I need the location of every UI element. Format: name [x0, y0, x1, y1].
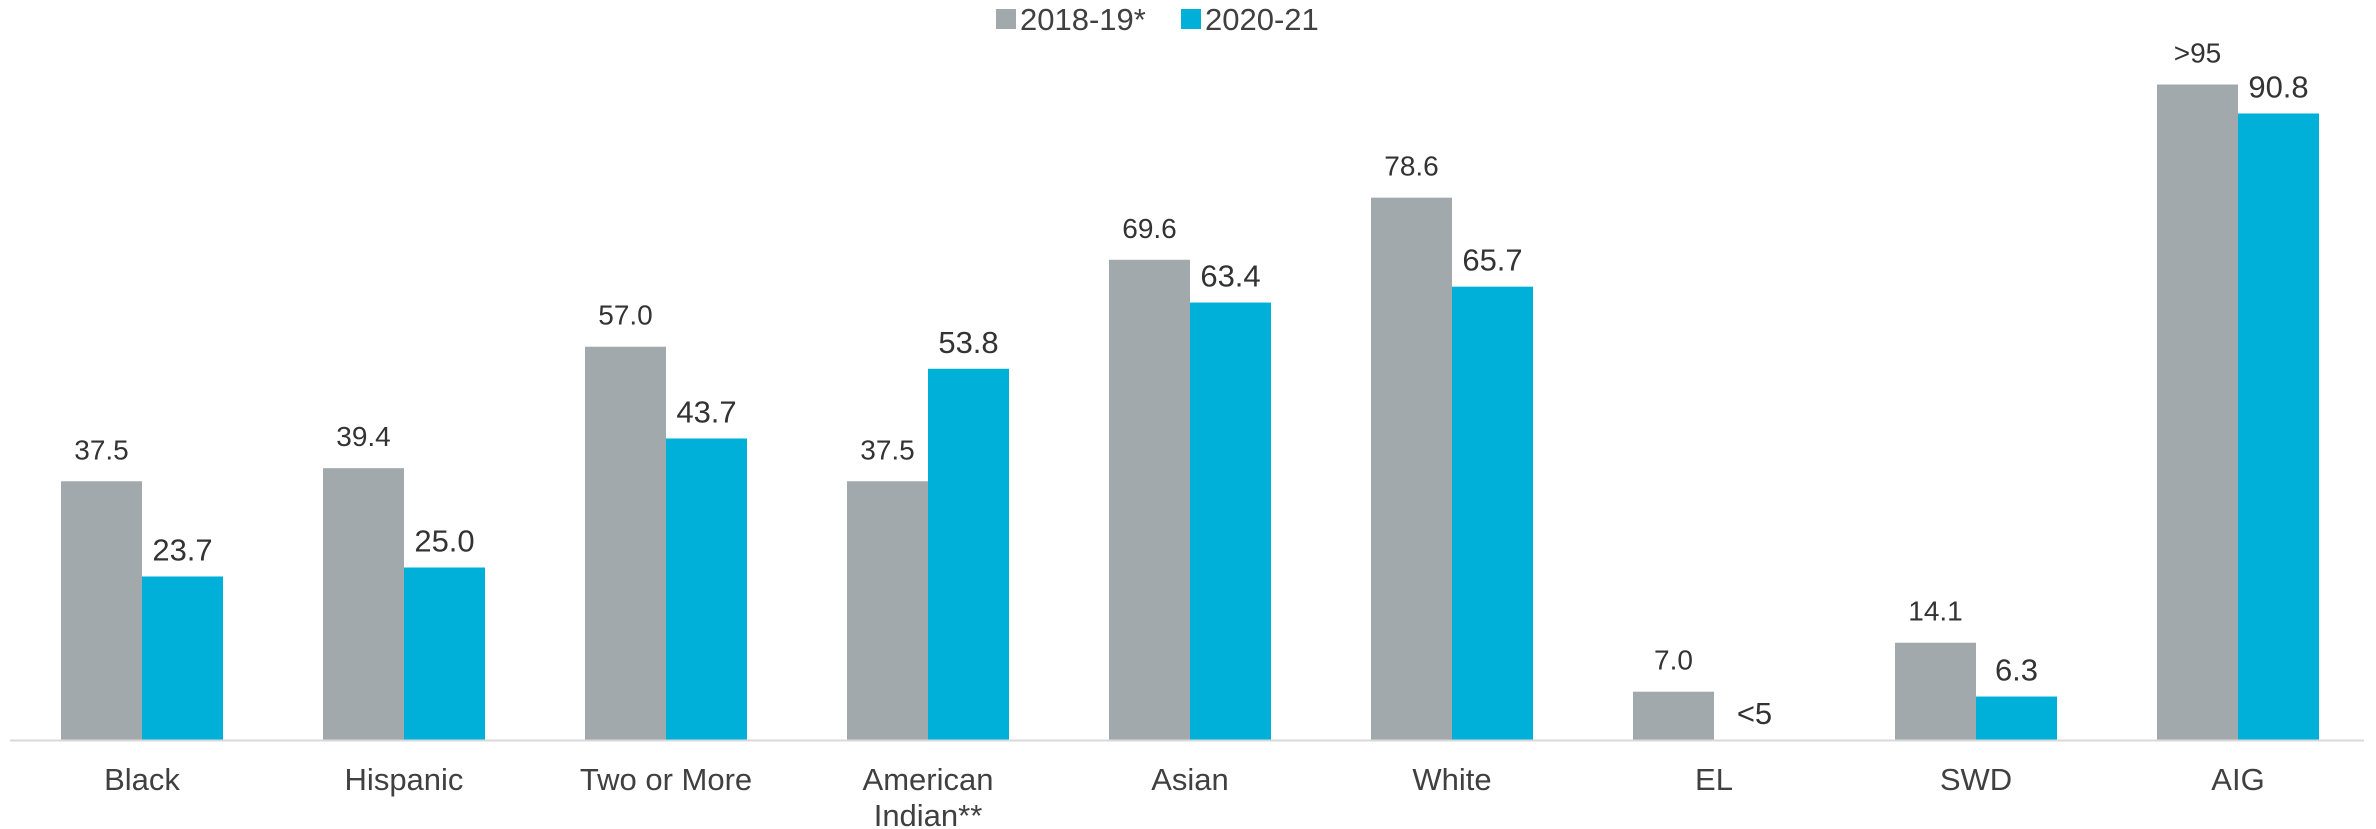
bar-2-8: [1976, 696, 2057, 740]
bar-1-1: [61, 481, 142, 740]
legend-swatch-2: [1181, 9, 1201, 29]
data-label-1-4: 37.5: [860, 434, 915, 465]
bar-1-6: [1371, 197, 1452, 740]
x-tick-label-8: SWD: [1940, 762, 2012, 797]
data-label-2-1: 23.7: [152, 532, 212, 567]
data-label-1-8: 14.1: [1908, 596, 1963, 627]
x-tick-labels: Black Hispanic Two or More American Indian**…: [104, 762, 2265, 829]
x-tick-label-1: Black: [104, 762, 180, 797]
data-label-2-8: 6.3: [1995, 653, 2038, 688]
bar-1-2: [323, 468, 404, 740]
bar-2-9: [2238, 113, 2319, 741]
x-tick-label-7: EL: [1695, 762, 1733, 797]
data-label-1-7: 7.0: [1654, 645, 1693, 676]
bars: [61, 84, 2319, 741]
x-tick-label-5: Asian: [1151, 762, 1229, 797]
data-label-2-5: 63.4: [1200, 259, 1260, 294]
legend-label-2: 2020-21: [1205, 2, 1319, 37]
legend-swatch-1: [996, 9, 1016, 29]
legend: 2018-19* 2020-21: [996, 2, 1319, 37]
data-label-2-9: 90.8: [2248, 69, 2308, 104]
x-tick-label-4: American Indian**: [863, 762, 994, 829]
bar-2-6: [1452, 286, 1533, 740]
x-tick-label-3: Two or More: [580, 762, 752, 797]
bar-1-4: [847, 481, 928, 740]
x-tick-label-2: Hispanic: [345, 762, 464, 797]
data-label-2-4: 53.8: [938, 325, 998, 360]
bar-1-8: [1895, 642, 1976, 740]
data-label-2-3: 43.7: [676, 394, 736, 429]
data-label-1-2: 39.4: [336, 421, 391, 452]
bar-1-9: [2157, 84, 2238, 740]
data-label-1-6: 78.6: [1384, 151, 1439, 182]
bar-2-2: [404, 567, 485, 740]
bar-2-5: [1190, 302, 1271, 740]
data-labels: 37.5 23.7 39.4 25.0 57.0 43.7 37.5 53.8 69.6 63.4…: [74, 38, 2308, 732]
bar-2-1: [142, 576, 223, 740]
bar-1-5: [1109, 259, 1190, 740]
bar-1-3: [585, 346, 666, 740]
legend-label-1: 2018-19*: [1020, 2, 1146, 37]
bar-2-4: [928, 368, 1009, 740]
bar-2-3: [666, 438, 747, 740]
data-label-2-6: 65.7: [1462, 243, 1522, 278]
data-label-1-1: 37.5: [74, 434, 129, 465]
bar-1-7: [1633, 691, 1714, 740]
data-label-2-2: 25.0: [414, 524, 474, 559]
x-tick-label-6: White: [1412, 762, 1491, 797]
data-label-1-5: 69.6: [1122, 213, 1177, 244]
data-label-1-9: >95: [2174, 38, 2222, 69]
data-label-2-7: <5: [1737, 696, 1772, 731]
x-tick-label-9: AIG: [2211, 762, 2264, 797]
data-label-1-3: 57.0: [598, 300, 653, 331]
